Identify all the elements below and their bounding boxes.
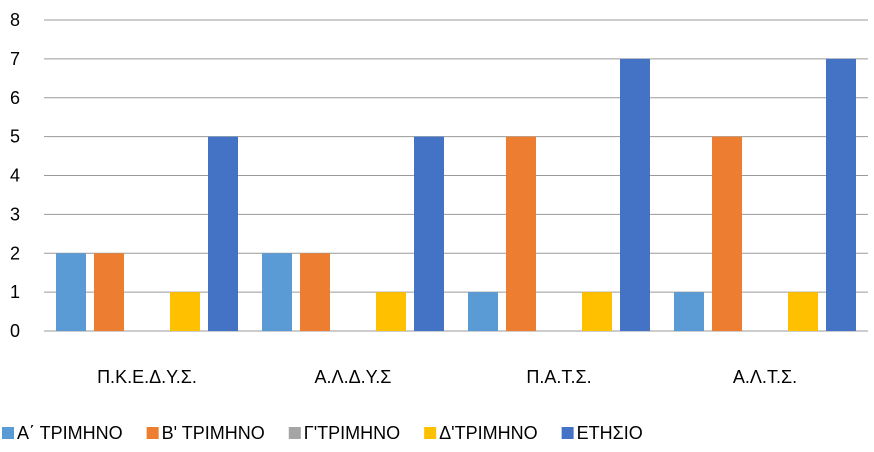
- legend-label: Δ'ΤΡΙΜΗΝΟ: [439, 423, 537, 443]
- x-category-label: Π.Α.Τ.Σ.: [526, 367, 591, 387]
- y-tick-label: 6: [10, 88, 20, 108]
- legend-swatch: [2, 427, 14, 439]
- y-tick-label: 0: [10, 321, 20, 341]
- bar: [620, 58, 650, 331]
- bar: [674, 292, 704, 331]
- legend-label: Β' ΤΡΙΜΗΝΟ: [162, 423, 265, 443]
- legend-swatch: [424, 427, 437, 439]
- x-category-label: Α.Λ.Δ.Υ.Σ: [315, 367, 392, 387]
- y-tick-label: 1: [10, 282, 20, 302]
- legend-swatch: [146, 427, 159, 439]
- x-axis-category-labels: Π.Κ.Ε.Δ.Υ.Σ. Α.Λ.Δ.Υ.Σ Π.Α.Τ.Σ. Α.Λ.Τ.Σ.: [97, 367, 797, 387]
- x-category-label: Α.Λ.Τ.Σ.: [733, 367, 797, 387]
- legend-swatch: [561, 427, 574, 439]
- bar: [788, 292, 818, 331]
- legend-label: Γ'ΤΡΙΜΗΝΟ: [304, 423, 400, 443]
- bar: [582, 292, 612, 331]
- y-tick-label: 7: [10, 49, 20, 69]
- bar: [468, 292, 498, 331]
- y-tick-label: 3: [10, 204, 20, 224]
- bar: [300, 253, 330, 331]
- legend: Α΄ ΤΡΙΜΗΝΟ Β' ΤΡΙΜΗΝΟ Γ'ΤΡΙΜΗΝΟ Δ'ΤΡΙΜΗΝΟ ΕΤ…: [2, 423, 643, 443]
- legend-label: Α΄ ΤΡΙΜΗΝΟ: [17, 423, 123, 443]
- gridlines: [44, 19, 868, 332]
- bar: [826, 58, 856, 331]
- y-tick-label: 8: [10, 10, 20, 30]
- bar: [94, 253, 124, 331]
- bars: [56, 58, 856, 331]
- y-tick-label: 4: [10, 166, 20, 186]
- bar: [414, 136, 444, 331]
- bar: [208, 136, 238, 331]
- y-tick-label: 5: [10, 127, 20, 147]
- bar: [376, 292, 406, 331]
- x-category-label: Π.Κ.Ε.Δ.Υ.Σ.: [97, 367, 197, 387]
- bar: [262, 253, 292, 331]
- bar: [56, 253, 86, 331]
- legend-swatch: [288, 427, 301, 439]
- bar: [170, 292, 200, 331]
- legend-label: ΕΤΗΣΙΟ: [577, 423, 643, 443]
- y-axis-tick-labels: 0 1 2 3 4 5 6 7 8: [10, 10, 20, 341]
- bar: [506, 136, 536, 331]
- y-tick-label: 2: [10, 243, 20, 263]
- bar: [712, 136, 742, 331]
